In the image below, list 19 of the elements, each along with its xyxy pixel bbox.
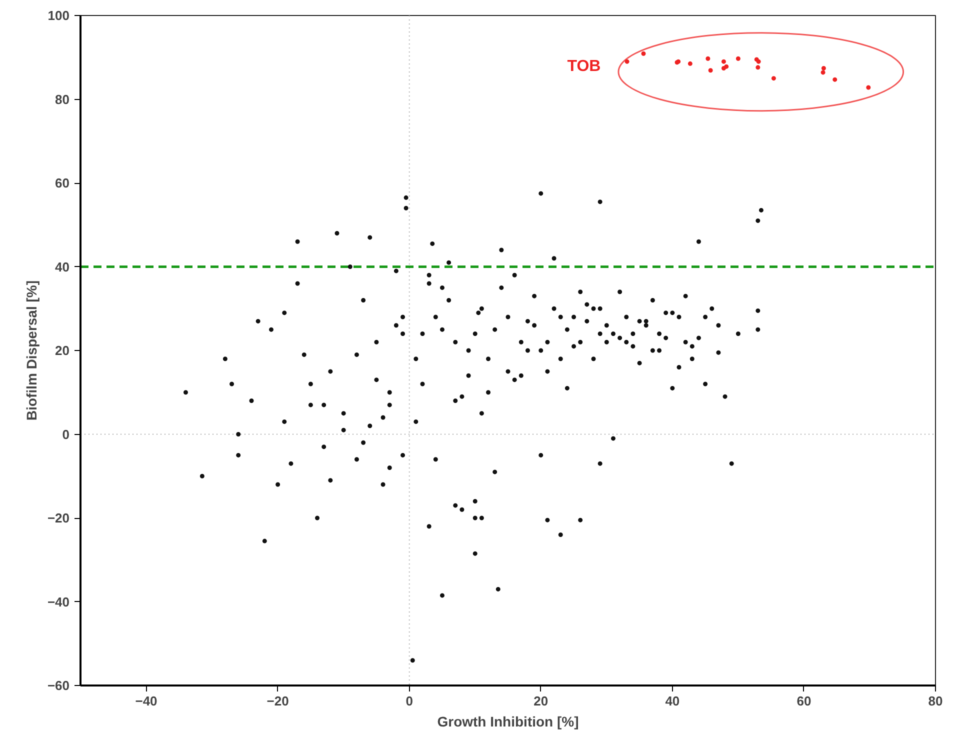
x-tick-label: −20 [266, 694, 289, 708]
x-tick-label: 20 [534, 694, 548, 708]
x-tick-label: −40 [135, 694, 158, 708]
y-tick-label: −40 [47, 594, 70, 610]
x-tick-label: 80 [928, 694, 943, 708]
x-tick-label: 60 [796, 694, 812, 708]
y-tick-label: −60 [47, 678, 70, 693]
y-tick-label: −20 [47, 510, 70, 526]
x-tick-label: 0 [406, 694, 413, 708]
y-tick-label: 40 [55, 259, 70, 274]
y-tick-label: 60 [55, 176, 70, 190]
x-tick-label: 40 [665, 694, 680, 708]
y-axis-title: Biofilm Dispersal [%] [23, 280, 40, 421]
y-tick-label: 80 [55, 92, 70, 107]
x-axis-title: Growth Inhibition [%] [437, 714, 579, 730]
y-tick-label: 20 [55, 343, 70, 358]
y-tick-label: 0 [62, 426, 70, 442]
series-label: TOB [567, 58, 601, 75]
y-tick-label: 100 [48, 8, 70, 23]
